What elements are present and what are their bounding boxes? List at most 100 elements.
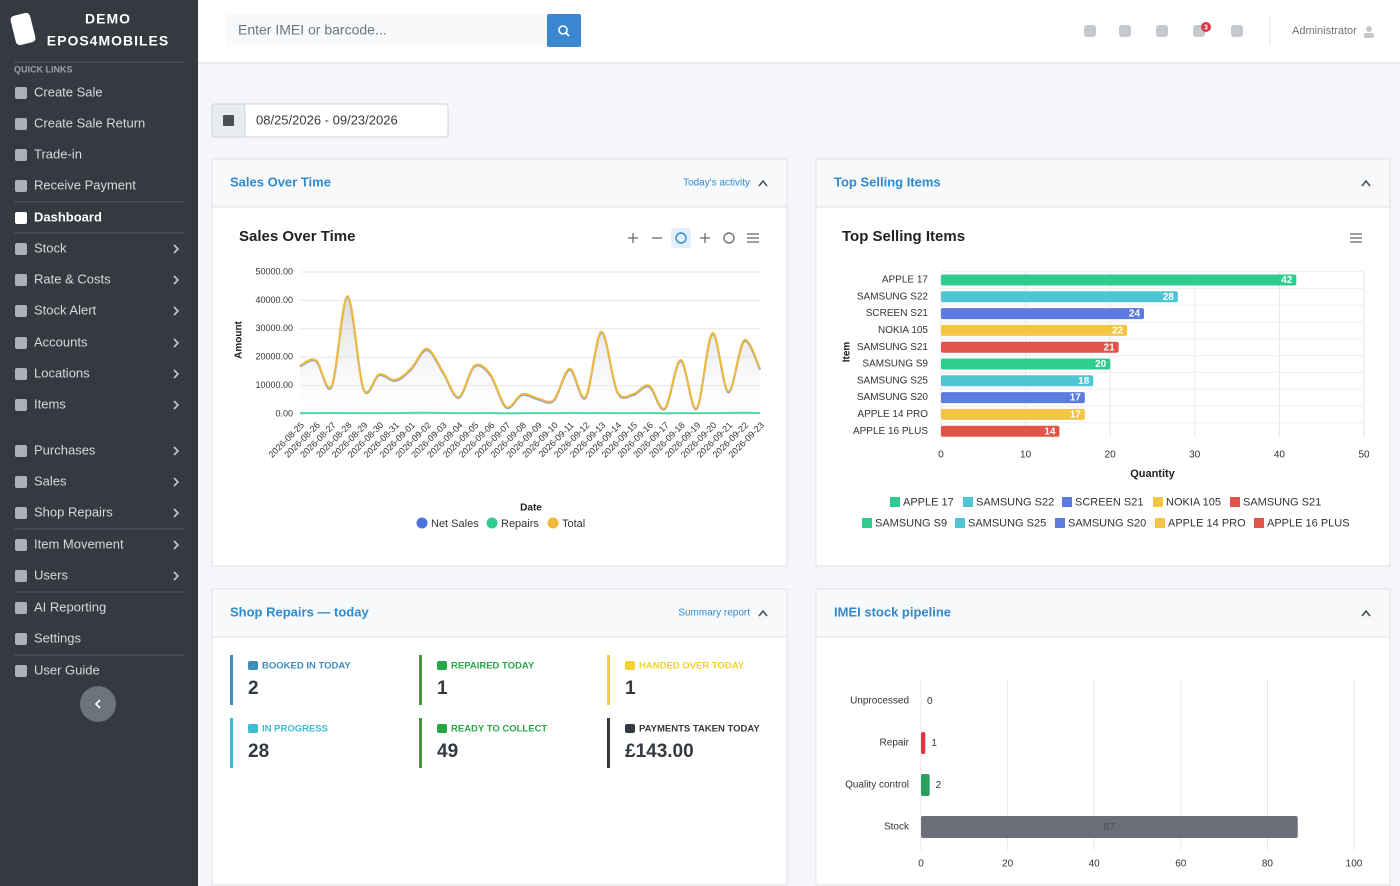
chevron <box>173 275 180 285</box>
nav-item[interactable]: Accounts <box>15 334 180 349</box>
nav-item[interactable]: Users <box>15 567 180 582</box>
nav-label: User Guide <box>34 662 100 677</box>
category-label: NOKIA 105 <box>878 325 928 336</box>
value-label: 1 <box>931 738 937 749</box>
toolbar-button[interactable] <box>628 233 638 243</box>
nav-item[interactable]: AI Reporting <box>15 599 106 614</box>
search-icon <box>558 25 568 35</box>
category-label: SCREEN S21 <box>866 308 929 319</box>
nav-label: Dashboard <box>34 209 102 224</box>
nav-label: AI Reporting <box>34 599 106 614</box>
collapse-chevron[interactable] <box>758 179 768 187</box>
legend-item[interactable]: Total <box>547 517 586 530</box>
legend-item[interactable]: SCREEN S21 <box>1062 496 1143 508</box>
card-link[interactable]: Today's activity <box>683 178 750 189</box>
toolbar-button[interactable] <box>675 232 687 244</box>
x-tick-label: 0 <box>938 450 944 461</box>
bar <box>941 408 1085 420</box>
nav-icon <box>15 212 27 224</box>
value-label: 14 <box>1044 426 1056 437</box>
date-range-picker[interactable]: 08/25/2026 - 09/23/2026 <box>211 103 449 138</box>
stat-icon <box>625 724 635 733</box>
toolbar-active <box>671 228 691 248</box>
stat-label: BOOKED IN TODAY <box>262 661 351 672</box>
legend-item[interactable]: SAMSUNG S25 <box>955 517 1046 529</box>
legend-item[interactable]: APPLE 16 PLUS <box>1254 517 1350 529</box>
toolbar-button[interactable] <box>700 233 710 243</box>
nav-item[interactable]: Trade-in <box>15 146 82 161</box>
header-icon[interactable] <box>1119 25 1131 37</box>
category-label: APPLE 14 PRO <box>857 409 928 420</box>
value-label: 22 <box>1112 326 1124 337</box>
collapse-circle <box>80 686 116 722</box>
legend-label: APPLE 14 PRO <box>1168 517 1246 529</box>
header-icon[interactable] <box>1156 25 1168 37</box>
nav-label: Create Sale Return <box>34 115 145 130</box>
value-label: 17 <box>1070 410 1082 421</box>
area <box>300 296 760 414</box>
y-tick-label: 20000.00 <box>255 352 293 362</box>
toolbar-button[interactable] <box>747 233 759 243</box>
legend-label: SAMSUNG S22 <box>976 496 1054 508</box>
legend-item[interactable]: Repairs <box>486 517 540 530</box>
header-icon[interactable] <box>1231 25 1243 37</box>
legend-item[interactable]: SAMSUNG S9 <box>862 517 947 529</box>
legend-item[interactable]: APPLE 14 PRO <box>1155 517 1246 529</box>
legend-item[interactable]: SAMSUNG S21 <box>1230 496 1321 508</box>
x-tick-label: 60 <box>1175 859 1187 870</box>
nav-item[interactable]: Shop Repairs <box>15 504 180 519</box>
collapse-button[interactable] <box>80 686 116 722</box>
stat-accent <box>419 718 422 768</box>
stat-label: PAYMENTS TAKEN TODAY <box>639 724 760 735</box>
nav-label: Shop Repairs <box>34 504 113 519</box>
nav-item[interactable]: Rate & Costs <box>15 271 180 286</box>
user-name[interactable]: Administrator <box>1292 25 1357 37</box>
card-header <box>816 159 1390 207</box>
x-tick-label: 40 <box>1089 859 1101 870</box>
legend-item[interactable]: SAMSUNG S22 <box>963 496 1054 508</box>
legend-item[interactable]: SAMSUNG S20 <box>1055 517 1146 529</box>
nav-item[interactable]: Sales <box>15 473 180 488</box>
nav-item[interactable]: Purchases <box>15 442 180 457</box>
stat-label: HANDED OVER TODAY <box>639 661 745 672</box>
collapse-chevron[interactable] <box>1361 609 1371 617</box>
chevron <box>173 338 180 348</box>
nav-label: Item Movement <box>34 536 124 551</box>
nav-item[interactable]: Stock Alert <box>15 302 180 317</box>
search[interactable]: Enter IMEI or barcode... <box>227 14 581 47</box>
category-label: APPLE 17 <box>882 275 929 286</box>
nav-item[interactable]: User Guide <box>15 662 100 677</box>
bar <box>941 425 1060 437</box>
nav-label: Items <box>34 396 66 411</box>
header-icon[interactable] <box>1084 25 1096 37</box>
x-tick-label: 10 <box>1020 450 1032 461</box>
bar <box>941 324 1128 336</box>
legend-item[interactable]: APPLE 17 <box>890 496 954 508</box>
nav-item[interactable]: Settings <box>15 630 81 645</box>
nav-item[interactable]: Items <box>15 396 180 411</box>
chevron <box>173 400 180 410</box>
nav-item[interactable]: Dashboard <box>15 209 102 224</box>
collapse-chevron[interactable] <box>758 609 768 617</box>
legend-swatch <box>1055 518 1065 528</box>
nav-icon <box>15 149 27 161</box>
nav-item[interactable]: Create Sale <box>15 84 103 99</box>
nav-item[interactable]: Receive Payment <box>15 177 136 192</box>
nav-item[interactable]: Item Movement <box>15 536 180 551</box>
collapse-chevron[interactable] <box>1361 179 1371 187</box>
toolbar-button[interactable] <box>723 232 735 244</box>
nav-icon <box>15 507 27 519</box>
legend-item[interactable]: NOKIA 105 <box>1153 496 1221 508</box>
x-tick-label: 20 <box>1105 450 1117 461</box>
nav-item[interactable]: Locations <box>15 365 180 380</box>
stat-label: REPAIRED TODAY <box>451 661 535 672</box>
nav-item[interactable]: Create Sale Return <box>15 115 145 130</box>
stat-value: 1 <box>437 678 448 699</box>
nav-icon <box>15 180 27 192</box>
chevron <box>94 699 101 709</box>
legend-item[interactable]: Net Sales <box>416 517 480 530</box>
nav-label: Locations <box>34 365 90 380</box>
card-link[interactable]: Summary report <box>678 608 750 619</box>
legend-label: NOKIA 105 <box>1166 496 1221 508</box>
nav-item[interactable]: Stock <box>15 240 180 255</box>
